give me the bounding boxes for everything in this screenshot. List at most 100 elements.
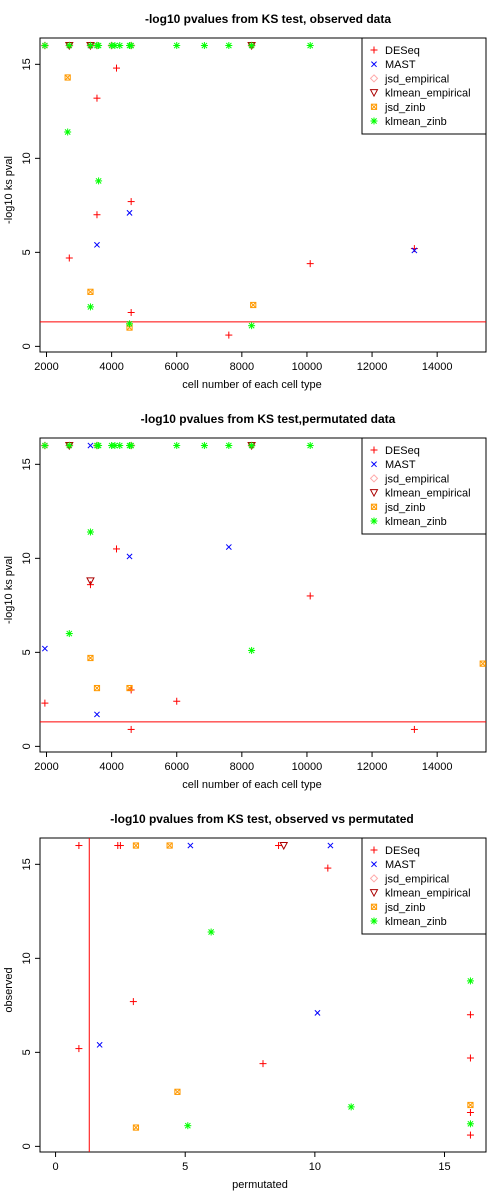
plot-area: 0 5 10 15 0 5 10 15 DESeq MAST jsd_empiricalklmean…: [21, 837, 487, 1173]
plot-area: 2000 4000 6000 8000 10000 12000 14000 0 5 10 15 DES…: [21, 37, 487, 373]
legend-marker: [370, 503, 378, 510]
data-point: [173, 42, 181, 50]
series-klmean_zinb: [41, 42, 314, 330]
data-point: [132, 1124, 140, 1131]
series-MAST: [96, 842, 334, 1048]
data-point: [184, 1122, 192, 1130]
plot-area: 2000 4000 6000 8000 10000 12000 14000 0 5 10 15 DES…: [21, 437, 487, 773]
x-tick-label: 6000: [164, 361, 188, 373]
legend-label: DESeq: [385, 845, 420, 857]
y-tick-label: 15: [21, 458, 33, 470]
data-point: [410, 725, 418, 733]
legend-label: jsd_empirical: [384, 473, 449, 485]
x-tick-label: 10000: [292, 761, 323, 773]
legend-label: MAST: [385, 459, 416, 471]
data-point: [93, 211, 101, 219]
data-point: [275, 842, 283, 850]
x-tick-label: 10000: [292, 361, 323, 373]
data-point: [94, 241, 100, 248]
data-point: [127, 309, 135, 317]
y-axis-label: -log10 ks pval: [3, 156, 15, 224]
data-point: [126, 684, 133, 692]
data-point: [86, 42, 94, 50]
data-point: [96, 1041, 103, 1048]
legend-marker: [371, 861, 377, 868]
x-tick-label: 12000: [357, 361, 388, 373]
plot-frame: [39, 837, 487, 1153]
data-point: [327, 842, 334, 849]
series-DESeq: [75, 842, 474, 1139]
data-point: [86, 528, 94, 536]
x-tick-label: 10: [309, 1161, 321, 1173]
y-tick-label: 0: [21, 343, 33, 349]
data-point: [225, 331, 233, 339]
data-point: [207, 928, 215, 936]
data-point: [466, 1131, 474, 1139]
legend-marker: [369, 89, 379, 98]
legend-box: [361, 37, 487, 135]
legend-marker: [371, 61, 377, 68]
data-point: [248, 442, 256, 450]
data-point: [411, 247, 418, 254]
data-point: [324, 864, 332, 872]
legend-marker: [369, 489, 379, 498]
legend-label: jsd_zinb: [384, 902, 425, 914]
plot-frame: [39, 37, 487, 353]
x-tick-label: 4000: [99, 761, 123, 773]
y-tick-label: 0: [21, 1143, 33, 1149]
legend-label: DESeq: [385, 445, 420, 457]
legend-label: jsd_zinb: [384, 502, 425, 514]
legend-marker: [370, 846, 378, 854]
data-point: [127, 725, 135, 733]
data-point: [75, 842, 83, 850]
plot-frame: [39, 437, 487, 753]
x-tick-label: 8000: [230, 761, 254, 773]
x-tick-label: 8000: [230, 361, 254, 373]
data-point: [466, 977, 474, 985]
legend-label: MAST: [385, 59, 416, 71]
x-tick-label: 5: [182, 1161, 188, 1173]
data-point: [127, 198, 135, 206]
data-point: [225, 42, 233, 50]
legend-marker: [369, 874, 379, 883]
data-point: [113, 64, 121, 72]
legend-box: [361, 837, 487, 935]
data-point: [126, 320, 134, 328]
data-point: [479, 660, 486, 667]
data-point: [173, 697, 181, 705]
data-point: [279, 842, 289, 851]
data-point: [116, 442, 124, 450]
legend-label: klmean_zinb: [385, 116, 447, 128]
chart-title: -log10 pvalues from KS test, observed da…: [145, 12, 391, 26]
panel-observed-vs-permutated: -log10 pvalues from KS test, observed vs…: [3, 812, 487, 1191]
data-point: [41, 699, 49, 707]
legend-marker: [369, 474, 379, 483]
legend-marker: [370, 103, 378, 110]
x-axis-label: permutated: [232, 1179, 288, 1191]
legend-marker: [370, 917, 378, 925]
data-point: [94, 711, 100, 718]
y-tick-label: 15: [21, 58, 33, 70]
data-point: [87, 442, 94, 449]
legend-label: DESeq: [385, 45, 420, 57]
legend-marker: [369, 889, 379, 898]
series-klmean_empirical: [279, 842, 289, 851]
legend-marker: [369, 74, 379, 83]
legend-label: jsd_empirical: [384, 73, 449, 85]
legend-marker: [370, 517, 378, 525]
series-jsd_empirical: [40, 41, 256, 50]
data-point: [65, 630, 73, 638]
data-point: [200, 442, 208, 450]
data-point: [248, 322, 256, 330]
data-point: [248, 646, 256, 654]
data-point: [466, 1120, 474, 1128]
data-point: [314, 1009, 321, 1016]
data-point: [306, 442, 314, 450]
series-DESeq: [41, 545, 418, 733]
data-point: [306, 260, 314, 268]
data-point: [173, 442, 181, 450]
data-point: [259, 1060, 267, 1068]
x-tick-label: 15: [438, 1161, 450, 1173]
data-point: [200, 42, 208, 50]
